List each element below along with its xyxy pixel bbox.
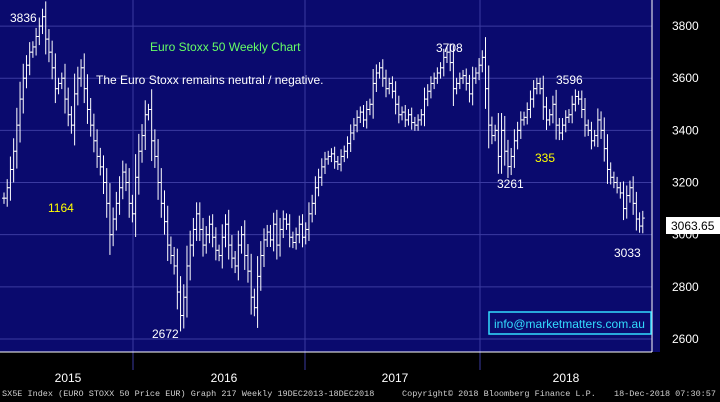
footer-bar: SX5E Index (EURO STOXX 50 Price EUR) Gra…: [0, 386, 720, 402]
footer-copyright: Copyright© 2018 Bloomberg Finance L.P.: [402, 389, 596, 399]
annotation-3261: 3261: [497, 177, 524, 191]
watermark-text: info@marketmatters.com.au: [494, 317, 645, 331]
x-year-label-2015: 2015: [55, 371, 82, 385]
ohlc-chart: 3836 1164 2672 3708 3261 335 3596 3033 2600 2800…: [0, 0, 720, 385]
plot-background: [0, 0, 660, 352]
y-tick-label-3800: 3800: [672, 19, 699, 33]
y-tick-label-3600: 3600: [672, 71, 699, 85]
watermark-box: info@marketmatters.com.au: [488, 311, 652, 335]
y-tick-label-3400: 3400: [672, 123, 699, 137]
last-price-marker: 3063.65: [666, 217, 720, 234]
annotation-335: 335: [535, 151, 555, 165]
chart-subtitle: The Euro Stoxx remains neutral / negativ…: [96, 73, 323, 87]
chart-title: Euro Stoxx 50 Weekly Chart: [150, 40, 301, 54]
y-tick-label-3200: 3200: [672, 176, 699, 190]
x-year-label-2018: 2018: [553, 371, 580, 385]
annotation-3596: 3596: [556, 73, 583, 87]
footer-ticker-info: SX5E Index (EURO STOXX 50 Price EUR) Gra…: [2, 389, 375, 399]
y-tick-label-2800: 2800: [672, 280, 699, 294]
annotation-1164: 1164: [48, 201, 74, 215]
last-price-label: 3063.65: [671, 219, 715, 233]
x-year-label-2017: 2017: [382, 371, 409, 385]
x-year-label-2016: 2016: [211, 371, 238, 385]
annotation-3033: 3033: [614, 246, 641, 260]
annotation-2672: 2672: [152, 327, 179, 341]
annotation-3836: 3836: [10, 11, 37, 25]
annotation-3708: 3708: [436, 41, 463, 55]
footer-timestamp: 18-Dec-2018 07:30:57: [613, 389, 716, 399]
ohlc-bar: [640, 210, 645, 234]
y-tick-label-2600: 2600: [672, 332, 699, 346]
